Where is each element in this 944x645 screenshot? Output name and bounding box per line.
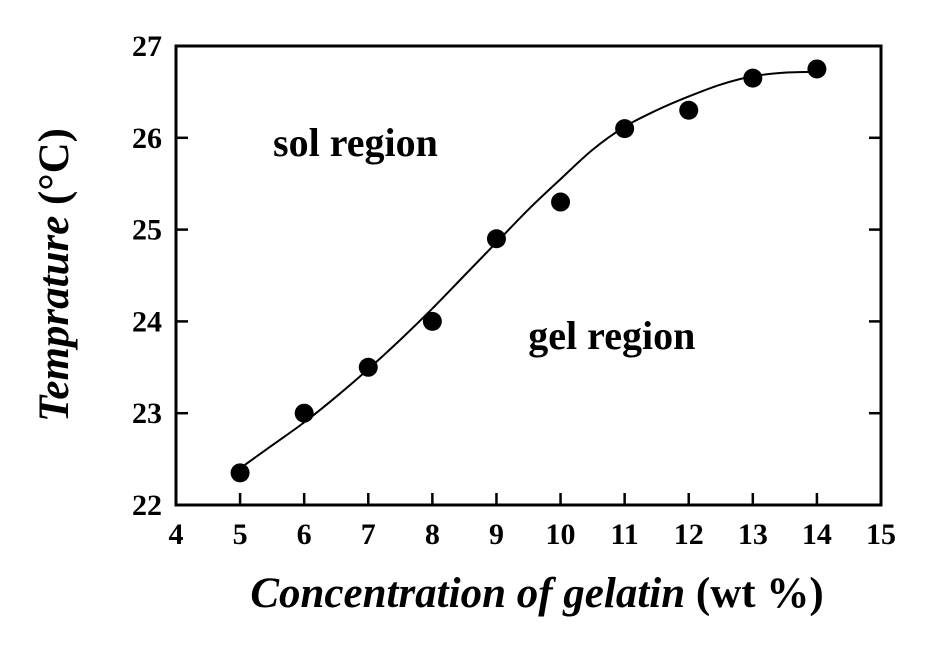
y-tick-label: 27 bbox=[132, 30, 162, 63]
y-axis-title-unit: (°C) bbox=[31, 128, 78, 205]
y-tick-label: 26 bbox=[132, 122, 162, 155]
data-point bbox=[294, 403, 314, 423]
data-point bbox=[743, 68, 763, 88]
data-point bbox=[679, 100, 699, 120]
fit-curve bbox=[239, 70, 817, 470]
data-point bbox=[807, 59, 827, 79]
gel-region-label: gel region bbox=[528, 313, 695, 358]
y-tick-label: 22 bbox=[132, 489, 162, 522]
tick-labels-layer: 4 5 6 7 8 9 10 11 12 13 14 15 22 23 24 25 26 27 bbox=[132, 30, 896, 551]
x-tick-label: 14 bbox=[802, 518, 832, 551]
annotations-layer: sol region gel region bbox=[273, 120, 695, 358]
fit-curve-layer bbox=[239, 70, 817, 470]
x-axis-title-main: Concentration of gelatin bbox=[250, 570, 685, 617]
x-axis-title-unit: (wt %) bbox=[696, 570, 824, 617]
data-point bbox=[230, 463, 250, 483]
data-point bbox=[422, 311, 442, 331]
x-axis-title: Concentration of gelatin (wt %) bbox=[250, 570, 823, 617]
x-tick-label: 6 bbox=[297, 518, 312, 551]
data-point bbox=[358, 357, 378, 377]
data-point bbox=[551, 192, 571, 212]
y-tick-label: 23 bbox=[132, 397, 162, 430]
x-tick-label: 12 bbox=[674, 518, 704, 551]
x-tick-label: 9 bbox=[489, 518, 504, 551]
data-point bbox=[615, 119, 635, 139]
x-tick-label: 11 bbox=[610, 518, 638, 551]
x-tick-label: 10 bbox=[546, 518, 576, 551]
y-axis-title-main: Temprature bbox=[31, 216, 78, 422]
y-axis-title: Temprature (°C) bbox=[31, 128, 78, 422]
x-tick-label: 8 bbox=[425, 518, 440, 551]
plot-frame bbox=[174, 44, 883, 507]
x-tick-label: 15 bbox=[866, 518, 896, 551]
data-points-layer bbox=[230, 59, 827, 483]
sol-region-label: sol region bbox=[273, 120, 438, 165]
x-tick-label: 13 bbox=[738, 518, 768, 551]
y-tick-label: 25 bbox=[132, 214, 162, 247]
x-tick-label: 5 bbox=[233, 518, 248, 551]
plot-axes bbox=[174, 44, 883, 507]
x-tick-label: 7 bbox=[361, 518, 376, 551]
data-point bbox=[486, 229, 506, 249]
x-tick-label: 4 bbox=[169, 518, 184, 551]
y-tick-label: 24 bbox=[132, 305, 162, 338]
